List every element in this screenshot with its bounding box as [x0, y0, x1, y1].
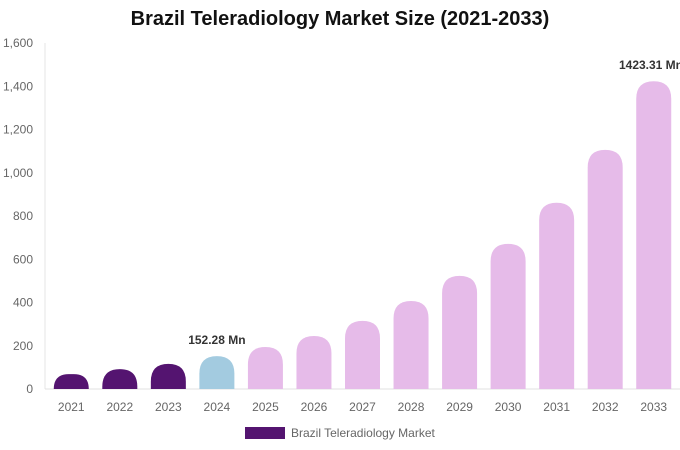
bar-2028 — [393, 300, 429, 389]
y-tick-label: 1,000 — [3, 166, 33, 180]
bar-2027 — [345, 320, 380, 389]
legend: Brazil Teleradiology Market — [245, 426, 435, 440]
x-tick-label: 2026 — [301, 400, 328, 414]
y-tick-label: 0 — [26, 382, 33, 396]
x-tick-label: 2025 — [252, 400, 279, 414]
x-tick-label: 2029 — [446, 400, 473, 414]
bar-2023 — [150, 363, 186, 389]
y-tick-label: 1,600 — [3, 36, 33, 50]
bar-2021 — [53, 374, 89, 389]
x-tick-label: 2030 — [495, 400, 522, 414]
y-tick-label: 200 — [13, 339, 33, 353]
x-tick-label: 2028 — [398, 400, 425, 414]
x-tick-label: 2024 — [204, 400, 231, 414]
bar-2033 — [636, 81, 672, 389]
data-label: 152.28 Mn — [188, 333, 245, 347]
x-tick-label: 2022 — [106, 400, 133, 414]
x-tick-label: 2027 — [349, 400, 376, 414]
bar-2032 — [587, 149, 623, 389]
bar-2026 — [296, 336, 332, 389]
x-tick-label: 2021 — [58, 400, 85, 414]
bar-2030 — [490, 243, 526, 389]
x-tick-label: 2023 — [155, 400, 182, 414]
y-tick-label: 1,400 — [3, 79, 33, 93]
x-tick-label: 2032 — [592, 400, 619, 414]
bar-2029 — [442, 275, 478, 389]
bar-2025 — [247, 347, 283, 389]
legend-swatch — [245, 427, 285, 439]
x-tick-label: 2031 — [543, 400, 570, 414]
bar-2024 — [199, 356, 235, 389]
y-tick-label: 400 — [13, 296, 33, 310]
chart-title: Brazil Teleradiology Market Size (2021-2… — [130, 8, 550, 30]
x-tick-label: 2033 — [640, 400, 667, 414]
data-label: 1423.31 Mn — [619, 58, 680, 72]
bar-2022 — [102, 369, 138, 389]
y-tick-label: 600 — [13, 252, 33, 266]
legend-label: Brazil Teleradiology Market — [291, 426, 435, 440]
bar-2031 — [539, 202, 575, 389]
y-tick-label: 800 — [13, 209, 33, 223]
y-tick-label: 1,200 — [3, 123, 33, 137]
